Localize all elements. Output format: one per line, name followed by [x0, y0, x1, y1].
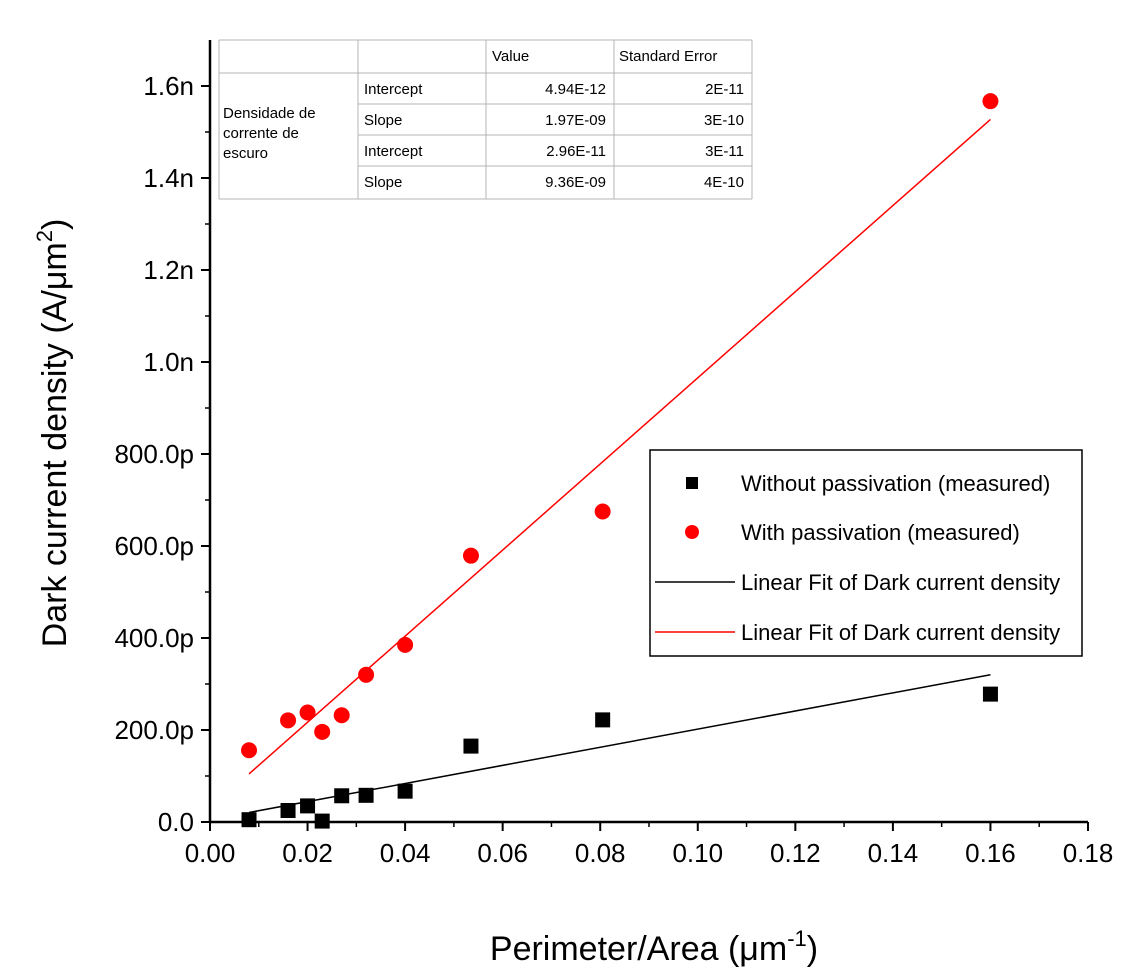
- circle-point: [397, 636, 414, 653]
- table-value-cell: 1.97E-09: [545, 112, 606, 129]
- x-axis-title: Perimeter/Area (μm-1): [490, 926, 818, 968]
- square-point: [300, 798, 316, 814]
- circle-point: [280, 712, 297, 729]
- table-value-cell: 2.96E-11: [546, 143, 606, 160]
- table-group-label: Densidade de: [223, 105, 316, 122]
- x-tick-label: 0.18: [1063, 838, 1114, 868]
- x-tick-label: 0.08: [575, 838, 626, 868]
- fit-line-2: [248, 118, 991, 775]
- x-tick-label: 0.14: [868, 838, 919, 868]
- table-header-value: Value: [492, 48, 529, 65]
- legend-square-marker: [686, 477, 698, 489]
- circle-point: [314, 723, 331, 740]
- y-tick-label: 400.0p: [114, 623, 194, 653]
- circle-point: [333, 707, 350, 724]
- y-tick-label: 200.0p: [114, 715, 194, 745]
- table-error-cell: 3E-10: [704, 112, 744, 129]
- table-param-cell: Intercept: [364, 81, 423, 98]
- table-error-cell: 4E-10: [704, 174, 744, 191]
- data-points: [241, 93, 999, 829]
- square-point: [463, 738, 479, 754]
- x-tick-label: 0.10: [672, 838, 723, 868]
- square-point: [397, 783, 413, 799]
- y-tick-label: 0.0: [158, 807, 194, 837]
- table-param-cell: Intercept: [364, 143, 423, 160]
- square-point: [334, 788, 350, 804]
- circle-point: [462, 547, 479, 564]
- x-tick-label: 0.12: [770, 838, 821, 868]
- legend-circle-marker: [685, 525, 699, 539]
- legend-label: Linear Fit of Dark current density: [741, 570, 1060, 595]
- axis-ticks: 0.00 0.02 0.04 0.06 0.08 0.10 0.12 0.14 0.16 0.18…: [114, 71, 1113, 868]
- x-tick-label: 0.16: [965, 838, 1016, 868]
- y-axis-title: Dark current density (A/μm2): [32, 219, 74, 648]
- legend-label: Without passivation (measured): [741, 471, 1050, 496]
- legend-label: With passivation (measured): [741, 520, 1020, 545]
- x-tick-label: 0.00: [185, 838, 236, 868]
- legend-box: [649, 449, 1083, 657]
- legend: Without passivation (measured) With passi…: [649, 449, 1083, 657]
- circle-point: [241, 742, 258, 759]
- table-value-cell: 4.94E-12: [545, 81, 606, 98]
- table-error-cell: 3E-11: [705, 143, 744, 160]
- table-group-label: corrente de: [223, 125, 299, 142]
- y-tick-label: 1.4n: [143, 163, 194, 193]
- table-header-error: Standard Error: [619, 48, 717, 65]
- y-tick-label: 1.6n: [143, 71, 194, 101]
- square-point: [358, 787, 374, 803]
- y-tick-label: 1.0n: [143, 347, 194, 377]
- fit-parameters-table: Value Standard Error Densidade de corrente …: [218, 39, 753, 200]
- square-point: [595, 712, 611, 728]
- circle-point: [982, 93, 999, 110]
- legend-label: Linear Fit of Dark current density: [741, 620, 1060, 645]
- table-param-cell: Slope: [364, 112, 402, 129]
- table-error-cell: 2E-11: [705, 81, 744, 98]
- circle-point: [594, 503, 611, 520]
- square-point: [241, 812, 257, 828]
- y-tick-label: 800.0p: [114, 439, 194, 469]
- y-tick-label: 1.2n: [143, 255, 194, 285]
- x-tick-label: 0.04: [380, 838, 431, 868]
- x-tick-label: 0.02: [282, 838, 333, 868]
- square-point: [982, 686, 998, 702]
- table-param-cell: Slope: [364, 174, 402, 191]
- y-tick-label: 600.0p: [114, 531, 194, 561]
- x-tick-label: 0.06: [477, 838, 528, 868]
- table-value-cell: 9.36E-09: [545, 174, 606, 191]
- circle-point: [299, 704, 316, 721]
- square-point: [280, 803, 296, 818]
- circle-point: [358, 666, 375, 683]
- table-group-label: escuro: [223, 145, 268, 162]
